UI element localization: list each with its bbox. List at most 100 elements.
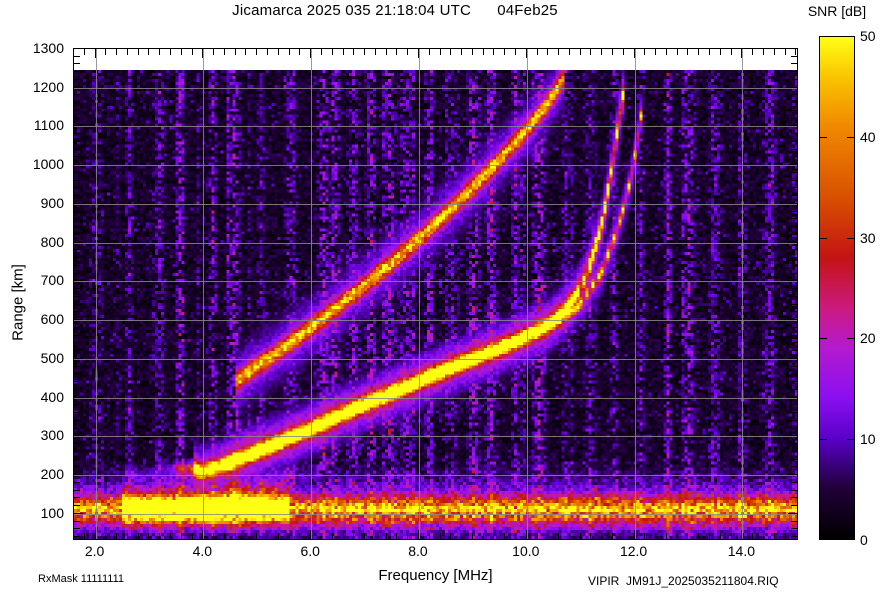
y-minor-tick-left: [74, 428, 80, 429]
x-minor-tick-bottom: [720, 533, 721, 539]
gridline-vertical: [635, 49, 636, 539]
x-minor-tick-top: [504, 49, 505, 55]
y-major-tick-left: [74, 280, 83, 281]
colorbar-tick: [847, 137, 854, 138]
x-minor-tick-bottom: [623, 533, 624, 539]
y-major-tick-right: [788, 397, 797, 398]
x-minor-tick-bottom: [461, 533, 462, 539]
y-minor-tick-right: [791, 118, 797, 119]
ionogram-plot-area[interactable]: [73, 48, 798, 540]
x-minor-tick-top: [396, 49, 397, 55]
y-tick-label: 800: [40, 233, 64, 250]
x-minor-tick-bottom: [515, 533, 516, 539]
y-major-tick-right: [788, 203, 797, 204]
x-minor-tick-top: [752, 49, 753, 55]
y-major-tick-left: [74, 242, 83, 243]
x-minor-tick-bottom: [774, 533, 775, 539]
x-minor-tick-top: [785, 49, 786, 55]
y-major-tick-left: [74, 435, 83, 436]
gridline-horizontal: [74, 126, 797, 127]
y-minor-tick-left: [74, 79, 80, 80]
y-minor-tick-left: [74, 218, 80, 219]
x-axis-ticklabels: 2.0 4.0 6.0 8.0 10.0 12.0 14.0: [0, 541, 884, 561]
y-minor-tick-right: [791, 528, 797, 529]
y-major-tick-right: [788, 242, 797, 243]
x-minor-tick-top: [644, 49, 645, 55]
x-minor-tick-top: [774, 49, 775, 55]
x-minor-tick-bottom: [256, 533, 257, 539]
x-minor-tick-top: [289, 49, 290, 55]
y-minor-tick-right: [791, 459, 797, 460]
y-minor-tick-right: [791, 466, 797, 467]
x-minor-tick-bottom: [612, 533, 613, 539]
x-minor-tick-top: [429, 49, 430, 55]
gridline-vertical: [419, 49, 420, 539]
y-major-tick-left: [74, 164, 83, 165]
rxmask-label: RxMask 11111111: [38, 573, 125, 585]
y-minor-tick-left: [74, 528, 80, 529]
x-tick-label: 4.0: [192, 543, 213, 559]
x-minor-tick-top: [138, 49, 139, 55]
y-minor-tick-left: [74, 451, 80, 452]
y-minor-tick-right: [791, 79, 797, 80]
y-major-tick-left: [74, 203, 83, 204]
x-minor-tick-top: [590, 49, 591, 55]
x-major-tick-bottom: [741, 530, 742, 539]
x-minor-tick-bottom: [440, 533, 441, 539]
x-minor-tick-top: [698, 49, 699, 55]
x-minor-tick-top: [127, 49, 128, 55]
x-minor-tick-top: [795, 49, 796, 55]
y-minor-tick-right: [791, 94, 797, 95]
y-tick-label: 900: [40, 194, 64, 211]
y-minor-tick-left: [74, 141, 80, 142]
x-minor-tick-top: [440, 49, 441, 55]
y-minor-tick-left: [74, 443, 80, 444]
x-minor-tick-top: [224, 49, 225, 55]
y-major-tick-right: [788, 358, 797, 359]
x-minor-tick-top: [343, 49, 344, 55]
x-minor-tick-top: [461, 49, 462, 55]
x-minor-tick-top: [623, 49, 624, 55]
y-minor-tick-right: [791, 404, 797, 405]
gridline-horizontal: [74, 204, 797, 205]
y-minor-tick-left: [74, 195, 80, 196]
y-minor-tick-right: [791, 63, 797, 64]
x-minor-tick-bottom: [321, 533, 322, 539]
x-minor-tick-bottom: [698, 533, 699, 539]
x-minor-tick-top: [687, 49, 688, 55]
y-minor-tick-left: [74, 373, 80, 374]
y-minor-tick-right: [791, 521, 797, 522]
y-tick-label: 600: [40, 311, 64, 328]
x-minor-tick-top: [763, 49, 764, 55]
y-minor-tick-left: [74, 521, 80, 522]
x-minor-tick-bottom: [375, 533, 376, 539]
x-minor-tick-bottom: [396, 533, 397, 539]
x-tick-label: 6.0: [300, 543, 320, 559]
x-minor-tick-bottom: [472, 533, 473, 539]
y-minor-tick-left: [74, 234, 80, 235]
x-minor-tick-top: [386, 49, 387, 55]
y-minor-tick-right: [791, 311, 797, 312]
x-minor-tick-bottom: [138, 533, 139, 539]
x-minor-tick-bottom: [386, 533, 387, 539]
x-major-tick-bottom: [418, 530, 419, 539]
y-tick-label: 400: [40, 388, 64, 405]
y-minor-tick-left: [74, 381, 80, 382]
y-minor-tick-left: [74, 536, 80, 537]
y-minor-tick-right: [791, 389, 797, 390]
x-major-tick-top: [741, 49, 742, 58]
y-minor-tick-left: [74, 505, 80, 506]
gridline-horizontal: [74, 165, 797, 166]
y-minor-tick-left: [74, 389, 80, 390]
x-minor-tick-bottom: [116, 533, 117, 539]
x-minor-tick-bottom: [785, 533, 786, 539]
x-minor-tick-top: [353, 49, 354, 55]
y-minor-tick-left: [74, 482, 80, 483]
colorbar-tick-label: 0: [860, 532, 868, 548]
y-minor-tick-left: [74, 327, 80, 328]
x-minor-tick-bottom: [763, 533, 764, 539]
x-minor-tick-bottom: [493, 533, 494, 539]
y-minor-tick-right: [791, 156, 797, 157]
y-major-tick-left: [74, 87, 83, 88]
y-minor-tick-right: [791, 482, 797, 483]
